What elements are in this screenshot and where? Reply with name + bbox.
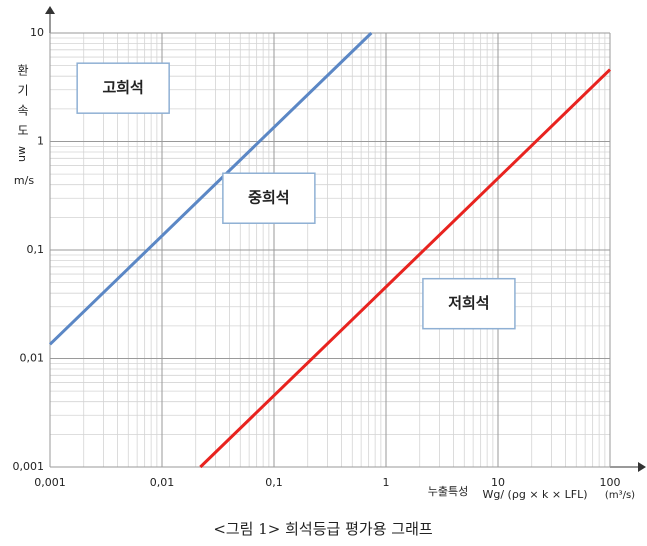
x-label-unit: (m³/s) — [605, 490, 635, 501]
annotation-text: 저희석 — [448, 294, 489, 312]
y-label-unit: m/s — [14, 174, 34, 187]
y-tick-label: 0,01 — [20, 352, 45, 365]
x-tick-label: 0,1 — [265, 476, 283, 489]
y-tick-label: 0,001 — [13, 460, 45, 473]
x-tick-label: 1 — [383, 476, 390, 489]
annotation-box — [422, 277, 516, 330]
y-tick-label: 10 — [30, 26, 44, 39]
annotation-box — [76, 62, 170, 114]
caption: <그림 1> 희석등급 평가용 그래프 — [213, 520, 433, 538]
line — [199, 68, 612, 469]
annotation-text: 중희석 — [248, 189, 289, 207]
x-tick-label: 100 — [600, 476, 621, 489]
x-tick-label: 0,001 — [34, 476, 66, 489]
y-label: 환기속도 — [16, 64, 30, 144]
y-tick-label: 1 — [37, 135, 44, 148]
y-tick-label: 0,1 — [27, 243, 45, 256]
x-tick-label: 0,01 — [150, 476, 175, 489]
annotation-text: 고희석 — [102, 79, 143, 97]
y-axis-arrow — [45, 6, 55, 14]
annotation-box — [222, 172, 316, 224]
line — [48, 31, 373, 346]
y-label-symbol: uw — [15, 146, 28, 162]
x-label: Wg/ (ρg × k × LFL) — [483, 488, 588, 501]
x-tick-label: 10 — [491, 476, 505, 489]
x-axis-arrow — [638, 462, 646, 472]
x-label-name: 누출특성 — [428, 485, 468, 498]
